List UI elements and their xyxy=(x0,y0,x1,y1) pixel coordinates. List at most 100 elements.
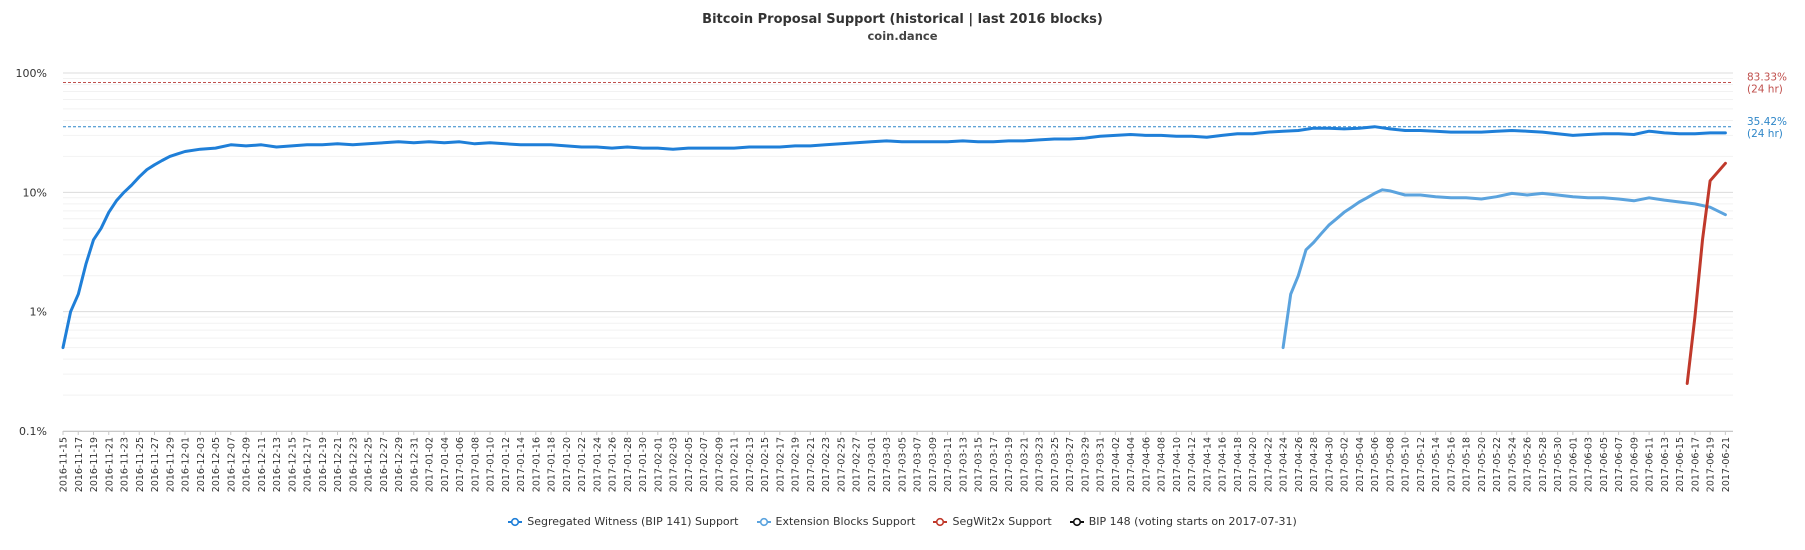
x-tick-label: 2016-11-27 xyxy=(150,437,161,492)
x-tick-label: 2017-04-06 xyxy=(1141,437,1152,492)
x-tick-label: 2016-12-09 xyxy=(242,437,253,492)
x-tick-label: 2017-02-23 xyxy=(821,437,832,492)
x-tick-label: 2017-05-02 xyxy=(1340,437,1351,492)
x-tick-label: 2017-01-08 xyxy=(470,437,481,492)
x-tick-label: 2017-05-22 xyxy=(1492,437,1503,492)
x-tick-label: 2017-05-18 xyxy=(1462,437,1473,492)
legend-item-3[interactable]: SegWit2x Support xyxy=(933,515,1052,528)
x-tick-label: 2017-02-19 xyxy=(791,437,802,492)
x-tick-label: 2017-05-14 xyxy=(1431,437,1442,492)
legend-marker-icon xyxy=(1069,517,1084,527)
x-tick-label: 2017-06-11 xyxy=(1645,437,1656,492)
x-tick-label: 2017-01-18 xyxy=(547,437,558,492)
x-tick-label: 2017-01-28 xyxy=(623,437,634,492)
x-tick-label: 2017-02-03 xyxy=(669,437,680,492)
reference-line-label: 35.42% xyxy=(1747,116,1787,128)
series-line-3 xyxy=(1685,161,1727,385)
x-tick-label: 2016-11-19 xyxy=(89,437,100,492)
x-tick-label: 2017-01-30 xyxy=(638,437,649,492)
x-tick-label: 2016-11-29 xyxy=(165,437,176,492)
x-tick-label: 2017-04-02 xyxy=(1111,437,1122,492)
legend-label: BIP 148 (voting starts on 2017-07-31) xyxy=(1088,515,1297,528)
legend-item-2[interactable]: Extension Blocks Support xyxy=(756,515,915,528)
x-tick-label: 2017-05-16 xyxy=(1446,437,1457,492)
x-tick-label: 2017-01-20 xyxy=(562,437,573,492)
x-tick-label: 2017-06-13 xyxy=(1660,437,1671,492)
x-tick-label: 2017-01-10 xyxy=(486,437,497,492)
x-tick-label: 2017-01-02 xyxy=(425,437,436,492)
x-tick-label: 2017-04-22 xyxy=(1263,437,1274,492)
x-tick-label: 2017-04-28 xyxy=(1309,437,1320,492)
chart-title: Bitcoin Proposal Support (historical | l… xyxy=(702,12,1103,27)
x-tick-label: 2017-03-23 xyxy=(1035,437,1046,492)
x-tick-label: 2017-01-04 xyxy=(440,437,451,492)
x-tick-label: 2017-02-25 xyxy=(836,437,847,492)
x-tick-label: 2017-05-20 xyxy=(1477,437,1488,492)
x-tick-label: 2017-03-15 xyxy=(974,437,985,492)
x-tick-label: 2017-03-25 xyxy=(1050,437,1061,492)
x-tick-label: 2017-06-17 xyxy=(1690,437,1701,492)
x-tick-label: 2017-06-01 xyxy=(1568,437,1579,492)
y-tick-label: 10% xyxy=(23,186,47,199)
x-tick-label: 2017-04-20 xyxy=(1248,437,1259,492)
x-tick-label: 2017-03-29 xyxy=(1080,437,1091,492)
x-tick-label: 2016-12-21 xyxy=(333,437,344,492)
legend-marker-icon xyxy=(508,517,523,527)
x-tick-label: 2016-12-31 xyxy=(409,437,420,492)
x-tick-label: 2017-05-24 xyxy=(1507,437,1518,492)
x-tick-label: 2016-12-29 xyxy=(394,437,405,492)
legend-marker-icon xyxy=(933,517,948,527)
x-tick-label: 2017-04-24 xyxy=(1279,437,1290,492)
legend-item-4[interactable]: BIP 148 (voting starts on 2017-07-31) xyxy=(1069,515,1297,528)
x-tick-label: 2017-03-07 xyxy=(913,437,924,492)
x-tick-label: 2017-05-08 xyxy=(1385,437,1396,492)
x-tick-label: 2016-12-25 xyxy=(364,437,375,492)
reference-line-sublabel: (24 hr) xyxy=(1747,128,1783,140)
x-tick-label: 2017-01-16 xyxy=(531,437,542,492)
x-tick-label: 2017-04-04 xyxy=(1126,437,1137,492)
x-tick-label: 2017-04-26 xyxy=(1294,437,1305,492)
x-tick-label: 2017-02-01 xyxy=(653,437,664,492)
x-tick-label: 2017-01-24 xyxy=(592,437,603,492)
x-tick-label: 2017-02-09 xyxy=(714,437,725,492)
x-tick-label: 2017-06-07 xyxy=(1614,437,1625,492)
x-tick-label: 2017-01-12 xyxy=(501,437,512,492)
x-tick-label: 2017-05-04 xyxy=(1355,437,1366,492)
x-tick-label: 2017-06-19 xyxy=(1706,437,1717,492)
x-tick-label: 2017-05-28 xyxy=(1538,437,1549,492)
x-tick-label: 2017-01-22 xyxy=(577,437,588,492)
x-tick-label: 2017-02-05 xyxy=(684,437,695,492)
y-tick-label: 100% xyxy=(16,67,47,80)
legend-marker-icon xyxy=(756,517,771,527)
legend-item-1[interactable]: Segregated Witness (BIP 141) Support xyxy=(508,515,739,528)
reference-line-sublabel: (24 hr) xyxy=(1747,83,1783,95)
x-tick-label: 2017-04-18 xyxy=(1233,437,1244,492)
x-tick-label: 2017-06-09 xyxy=(1629,437,1640,492)
x-tick-label: 2017-04-30 xyxy=(1324,437,1335,492)
x-tick-label: 2017-06-21 xyxy=(1721,437,1732,492)
x-tick-label: 2017-06-15 xyxy=(1675,437,1686,492)
x-tick-label: 2017-02-27 xyxy=(852,437,863,492)
x-tick-label: 2017-05-30 xyxy=(1553,437,1564,492)
series-line-1 xyxy=(61,125,1727,350)
x-tick-label: 2017-03-31 xyxy=(1096,437,1107,492)
x-tick-label: 2017-03-03 xyxy=(882,437,893,492)
x-tick-label: 2016-12-19 xyxy=(318,437,329,492)
legend-label: SegWit2x Support xyxy=(952,515,1052,528)
x-tick-label: 2016-11-25 xyxy=(135,437,146,492)
chart-subtitle: coin.dance xyxy=(867,29,938,43)
x-tick-label: 2017-02-11 xyxy=(730,437,741,492)
x-tick-label: 2016-11-17 xyxy=(74,437,85,492)
x-tick-label: 2017-03-09 xyxy=(928,437,939,492)
x-tick-label: 2016-12-01 xyxy=(181,437,192,492)
legend-label: Segregated Witness (BIP 141) Support xyxy=(527,515,739,528)
x-tick-label: 2017-02-17 xyxy=(775,437,786,492)
x-tick-label: 2017-03-11 xyxy=(943,437,954,492)
x-tick-label: 2016-12-05 xyxy=(211,437,222,492)
x-tick-label: 2017-03-05 xyxy=(897,437,908,492)
x-tick-label: 2016-12-13 xyxy=(272,437,283,492)
x-tick-label: 2017-02-13 xyxy=(745,437,756,492)
x-tick-label: 2016-12-11 xyxy=(257,437,268,492)
x-tick-label: 2017-04-12 xyxy=(1187,437,1198,492)
